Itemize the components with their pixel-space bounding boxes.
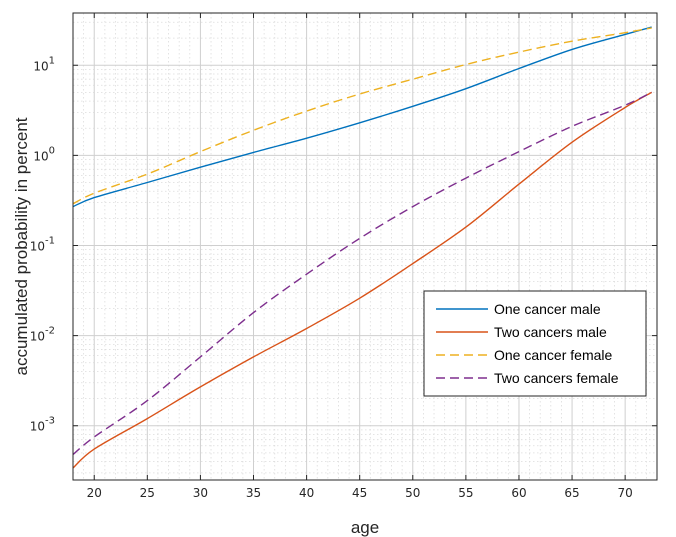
y-tick-label: 10-3 — [30, 416, 55, 434]
y-tick-base: 10 — [30, 330, 45, 344]
legend-label: Two cancers male — [494, 324, 607, 340]
plot-frame — [72, 12, 658, 481]
series-line-2 — [72, 91, 653, 469]
y-axis-label: accumulated probability in percent — [12, 117, 31, 375]
series-line-4 — [72, 91, 653, 456]
y-tick-label: 10-2 — [30, 326, 55, 344]
y-tick-label: 10-1 — [30, 235, 55, 253]
y-tick-label: 100 — [33, 145, 55, 163]
y-tick-base: 10 — [33, 59, 48, 73]
x-tick-label: 70 — [618, 486, 633, 500]
y-tick-base: 10 — [30, 239, 45, 253]
x-tick-label: 65 — [564, 486, 579, 500]
minor-grid — [72, 13, 658, 480]
y-tick-exponent: -3 — [45, 416, 55, 427]
x-tick-label: 20 — [87, 486, 102, 500]
y-tick-exponent: 1 — [49, 55, 55, 66]
x-tick-label: 25 — [140, 486, 155, 500]
y-tick-label: 101 — [33, 55, 55, 73]
series-line-1 — [72, 26, 652, 208]
y-tick-base: 10 — [33, 149, 48, 163]
series-layer — [72, 26, 653, 469]
x-tick-label: 30 — [193, 486, 208, 500]
y-tick-exponent: -2 — [45, 326, 55, 337]
x-tick-label: 55 — [458, 486, 473, 500]
x-axis-label: age — [351, 518, 379, 537]
y-tick-exponent: -1 — [45, 235, 55, 246]
x-tick-label: 45 — [352, 486, 367, 500]
x-tick-label: 40 — [299, 486, 314, 500]
legend-label: Two cancers female — [494, 370, 619, 386]
x-tick-label: 60 — [511, 486, 526, 500]
y-tick-base: 10 — [30, 420, 45, 434]
x-tick-label: 50 — [405, 486, 420, 500]
y-tick-exponent: 0 — [49, 145, 55, 156]
series-line-3 — [72, 27, 652, 205]
legend: One cancer male Two cancers male One cance… — [423, 290, 647, 397]
legend-label: One cancer female — [494, 347, 612, 363]
x-axis-ticks: 20 25 30 35 40 45 50 55 60 65 70 — [87, 13, 633, 500]
legend-label: One cancer male — [494, 301, 601, 317]
x-tick-label: 35 — [246, 486, 261, 500]
